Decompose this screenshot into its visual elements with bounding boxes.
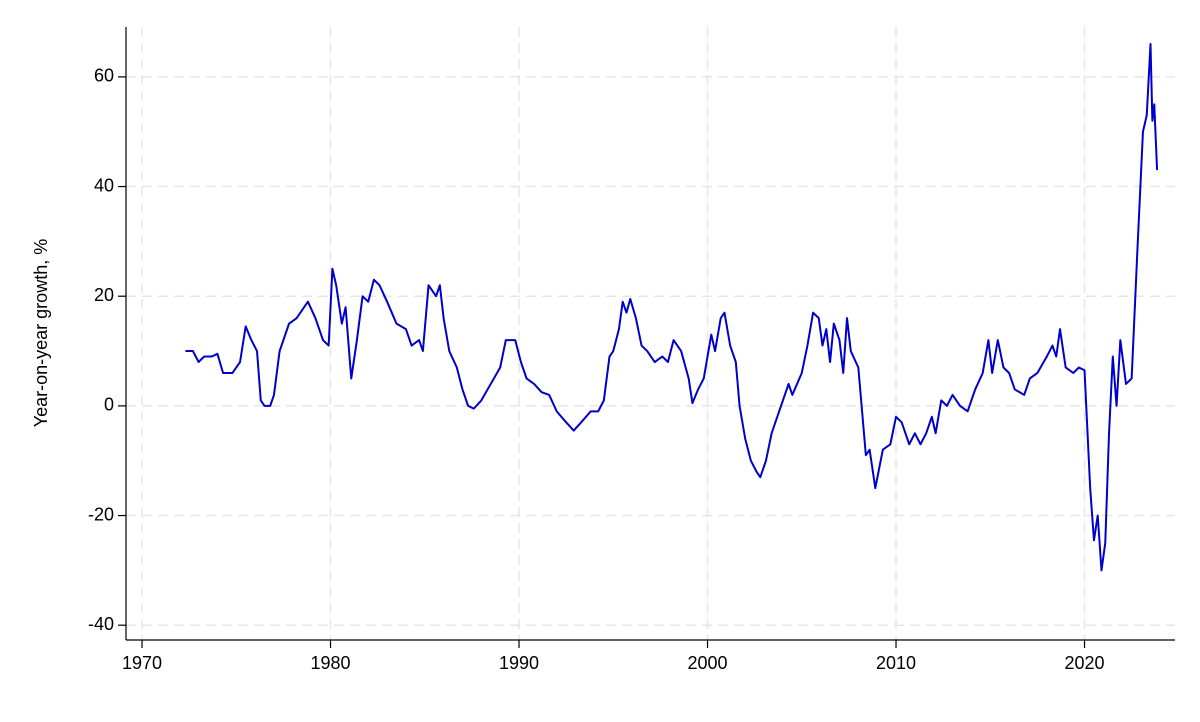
x-tick-label: 2010	[876, 653, 916, 673]
x-tick-label: 1980	[310, 653, 350, 673]
y-tick-label: -40	[88, 614, 114, 634]
y-axis-label: Year-on-year growth, %	[31, 239, 51, 427]
y-tick-label: 0	[104, 395, 114, 415]
y-tick-label: -20	[88, 504, 114, 524]
data-line	[185, 43, 1159, 572]
x-tick-label: 1990	[499, 653, 539, 673]
x-tick-label: 2000	[687, 653, 727, 673]
x-tick-label: 2020	[1064, 653, 1104, 673]
y-tick-label: 20	[94, 285, 114, 305]
y-tick-label: 60	[94, 66, 114, 86]
y-tick-label: 40	[94, 175, 114, 195]
x-tick-label: 1970	[122, 653, 162, 673]
